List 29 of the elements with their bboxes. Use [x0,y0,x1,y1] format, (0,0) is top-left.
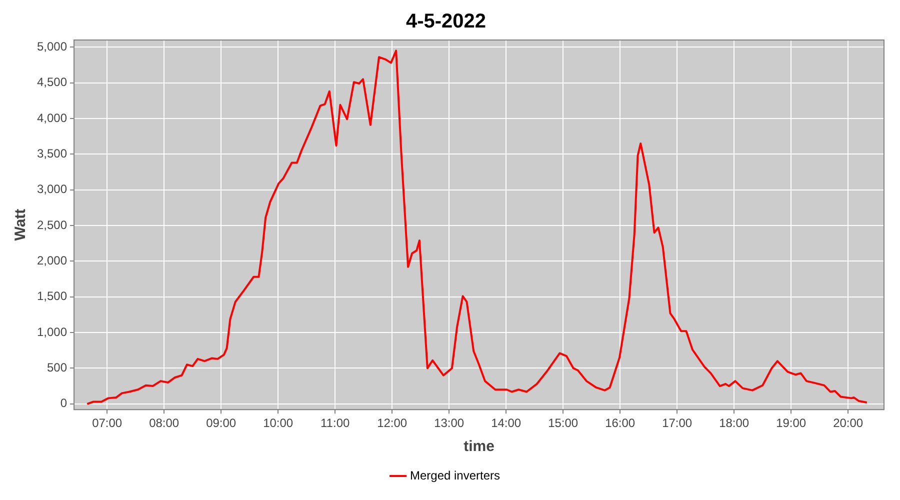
x-tick-label: 11:00 [320,416,350,430]
y-tick-label: 1,000 [37,324,68,339]
x-tick-label: 08:00 [149,416,180,430]
x-tick-label: 19:00 [776,416,806,430]
x-tick-label: 07:00 [92,416,122,430]
x-tick-label: 12:00 [377,416,408,430]
y-tick-label: 4,500 [37,75,68,90]
x-tick-label: 10:00 [263,416,294,430]
y-tick-label: 3,000 [37,182,68,196]
y-tick-label: 2,500 [37,218,68,232]
y-tick-label: 4,000 [37,110,68,125]
x-tick-label: 09:00 [206,416,236,430]
y-tick-label: 3,500 [37,146,68,160]
y-tick-label: 2,000 [37,254,68,268]
x-tick-label: 20:00 [833,416,864,430]
y-axis-title: Watt [12,208,30,241]
x-tick-label: 14:00 [491,416,522,430]
y-tick-label: 0 [60,396,68,410]
x-tick-label: 16:00 [605,416,636,430]
y-tick-label: 500 [47,360,68,375]
y-tick-label: 5,000 [37,39,68,54]
x-tick-label: 13:00 [434,416,464,430]
legend-label: Merged inverters [410,468,500,482]
y-tick-label: 1,500 [37,289,68,304]
x-tick-label: 17:00 [662,416,692,430]
x-axis-title: time [464,438,494,456]
chart-title: 4-5-2022 [406,10,486,33]
x-tick-label: 18:00 [719,416,750,430]
x-tick-label: 15:00 [548,416,578,430]
